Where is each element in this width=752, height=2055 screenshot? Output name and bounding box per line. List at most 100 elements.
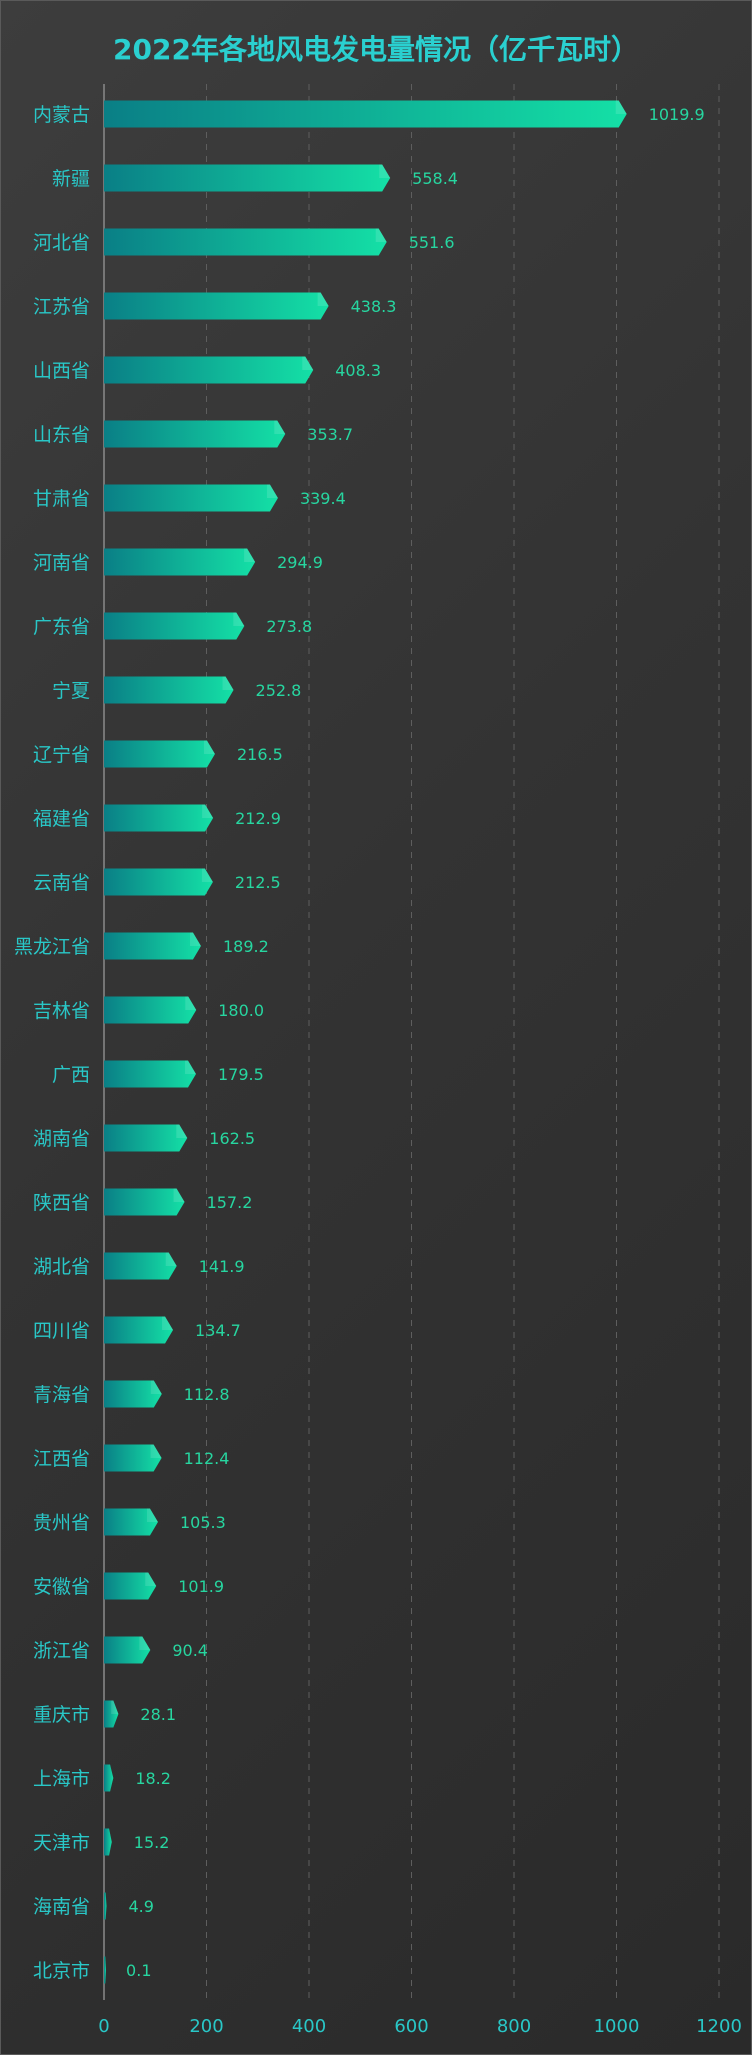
category-label: 海南省 [33,1896,90,1918]
category-label: 青海省 [33,1384,90,1406]
category-label: 广东省 [33,616,90,638]
category-label: 江西省 [33,1448,90,1470]
bar-tip-highlight [202,804,214,818]
value-label: 112.8 [184,1385,230,1404]
bar [104,1380,162,1408]
value-label: 212.5 [235,873,281,892]
chart-title: 2022年各地风电发电量情况（亿千瓦时） [113,33,639,66]
value-label: 180.0 [218,1001,264,1020]
category-label: 吉林省 [33,1000,90,1022]
x-tick-label: 600 [394,2016,428,2037]
value-label: 353.7 [307,425,353,444]
category-label: 河南省 [33,552,90,574]
category-label: 宁夏 [52,680,90,702]
category-label: 重庆市 [33,1704,90,1726]
value-label: 162.5 [209,1129,255,1148]
value-label: 438.3 [351,297,397,316]
bar [104,1636,151,1664]
value-label: 15.2 [134,1833,170,1852]
bar-tip-highlight [615,100,627,114]
bar-tip-highlight [233,612,245,626]
value-label: 105.3 [180,1513,226,1532]
bar-tip-highlight [274,420,286,434]
bar-tip-highlight [145,1572,157,1586]
bar [104,868,213,896]
value-label: 189.2 [223,937,269,956]
bar [104,1124,188,1152]
bar-tip-highlight [189,932,201,946]
category-label: 浙江省 [33,1640,90,1662]
category-label: 湖南省 [33,1128,90,1150]
bar [104,740,215,768]
value-label: 408.3 [335,361,381,380]
bar [104,100,627,128]
bar-tip-highlight [150,1380,162,1394]
category-label: 天津市 [33,1832,90,1854]
x-tick-label: 0 [98,2016,109,2037]
x-tick-label: 1000 [594,2016,640,2037]
value-label: 273.8 [266,617,312,636]
bar [104,1700,119,1728]
category-label: 贵州省 [33,1512,90,1534]
category-label: 内蒙古 [33,104,90,126]
bar [104,1508,158,1536]
category-label: 黑龙江省 [14,936,90,958]
value-label: 551.6 [409,233,455,252]
value-label: 212.9 [235,809,281,828]
category-label: 山东省 [33,424,90,446]
value-label: 4.9 [129,1897,154,1916]
bar [104,420,286,448]
value-label: 558.4 [412,169,458,188]
bar [104,676,234,704]
bar-tip-highlight [244,548,256,562]
category-label: 河北省 [33,232,90,254]
bar-tip-highlight [173,1188,185,1202]
bar-tip-highlight [302,356,314,370]
bar [104,228,387,256]
value-label: 157.2 [207,1193,253,1212]
category-label: 新疆 [52,168,90,190]
bar-tip-highlight [222,676,234,690]
bar [104,484,278,512]
bar-tip-highlight [150,1444,162,1458]
bar [104,932,201,960]
bar-tip-highlight [146,1508,158,1522]
x-tick-label: 400 [292,2016,326,2037]
bar [104,1956,106,1984]
bar-tip-highlight [165,1252,177,1266]
bar-tip-highlight [111,1700,119,1714]
bar [104,1572,157,1600]
bar [104,548,256,576]
category-label: 广西 [52,1064,90,1086]
bar [104,804,214,832]
category-label: 北京市 [33,1960,90,1982]
value-label: 134.7 [195,1321,241,1340]
bar [104,1764,114,1792]
category-label: 福建省 [33,808,90,830]
category-label: 四川省 [33,1320,90,1342]
bar [104,612,245,640]
category-label: 江苏省 [33,296,90,318]
x-tick-label: 1200 [696,2016,742,2037]
bar [104,356,314,384]
bar [104,164,391,192]
bar [104,1188,185,1216]
bar-tip-highlight [162,1316,174,1330]
bar-tip-highlight [266,484,278,498]
value-label: 1019.9 [649,105,705,124]
bar [104,996,197,1024]
category-label: 辽宁省 [33,744,90,766]
bar-tip-highlight [201,868,213,882]
value-label: 18.2 [135,1769,171,1788]
category-label: 上海市 [33,1768,90,1790]
bar [104,1252,177,1280]
value-label: 216.5 [237,745,283,764]
value-label: 339.4 [300,489,346,508]
bar-tip-highlight [139,1636,151,1650]
bar-tip-highlight [184,1060,196,1074]
category-label: 云南省 [33,872,90,894]
category-label: 陕西省 [33,1192,90,1214]
category-label: 甘肃省 [33,488,90,510]
